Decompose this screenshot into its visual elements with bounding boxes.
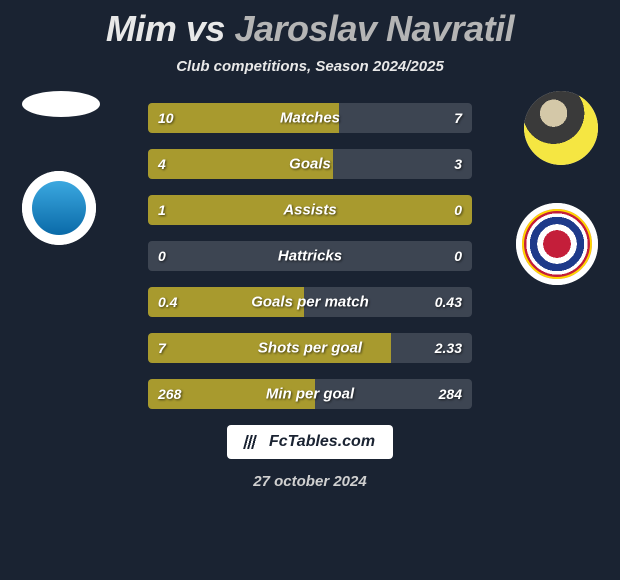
stat-value-left: 7 [158,340,166,356]
vs-text: vs [186,8,225,49]
player1-avatar [22,91,100,117]
stat-value-right: 284 [439,386,462,402]
player2-name: Jaroslav Navratil [234,8,514,49]
stat-row: 7 2.33 Shots per goal [148,333,472,363]
stat-label: Min per goal [266,386,354,403]
stat-row: 0.4 0.43 Goals per match [148,287,472,317]
stat-value-right: 2.33 [435,340,462,356]
stat-value-right: 0.43 [435,294,462,310]
stat-value-left: 268 [158,386,181,402]
zte-badge-icon [22,171,96,245]
stat-row: 268 284 Min per goal [148,379,472,409]
brand-text: FcTables.com [269,433,375,451]
stat-label: Goals [289,156,331,173]
stat-bars: 107Matches43Goals10Assists00Hattricks0.4… [148,103,472,409]
stat-value-left: 4 [158,156,166,172]
stat-row: 0 0 Hattricks [148,241,472,271]
chart-icon [243,435,265,449]
stat-value-right: 0 [454,202,462,218]
stat-value-right: 0 [454,248,462,264]
stat-label: Goals per match [251,294,369,311]
date-label: 27 october 2024 [0,473,620,490]
stats-container: 107Matches43Goals10Assists00Hattricks0.4… [0,103,620,409]
stat-row: 4 3 Goals [148,149,472,179]
stat-row: 10 7 Matches [148,103,472,133]
stat-row: 1 0 Assists [148,195,472,225]
comparison-title: Mim vs Jaroslav Navratil [0,0,620,50]
stat-label: Matches [280,110,340,127]
nysc-badge-icon [516,203,598,285]
stat-value-left: 10 [158,110,174,126]
bar-right [339,103,473,133]
player2-club-badge [516,203,598,285]
stat-label: Shots per goal [258,340,362,357]
brand-badge: FcTables.com [227,425,393,459]
subtitle: Club competitions, Season 2024/2025 [0,58,620,75]
bar-right [333,149,472,179]
stat-label: Assists [283,202,336,219]
player1-name: Mim [106,8,177,49]
stat-value-right: 7 [454,110,462,126]
stat-value-left: 1 [158,202,166,218]
stat-label: Hattricks [278,248,342,265]
player2-avatar [524,91,598,165]
stat-value-right: 3 [454,156,462,172]
stat-value-left: 0.4 [158,294,177,310]
footer: FcTables.com [0,425,620,459]
stat-value-left: 0 [158,248,166,264]
player1-club-badge [22,171,96,245]
